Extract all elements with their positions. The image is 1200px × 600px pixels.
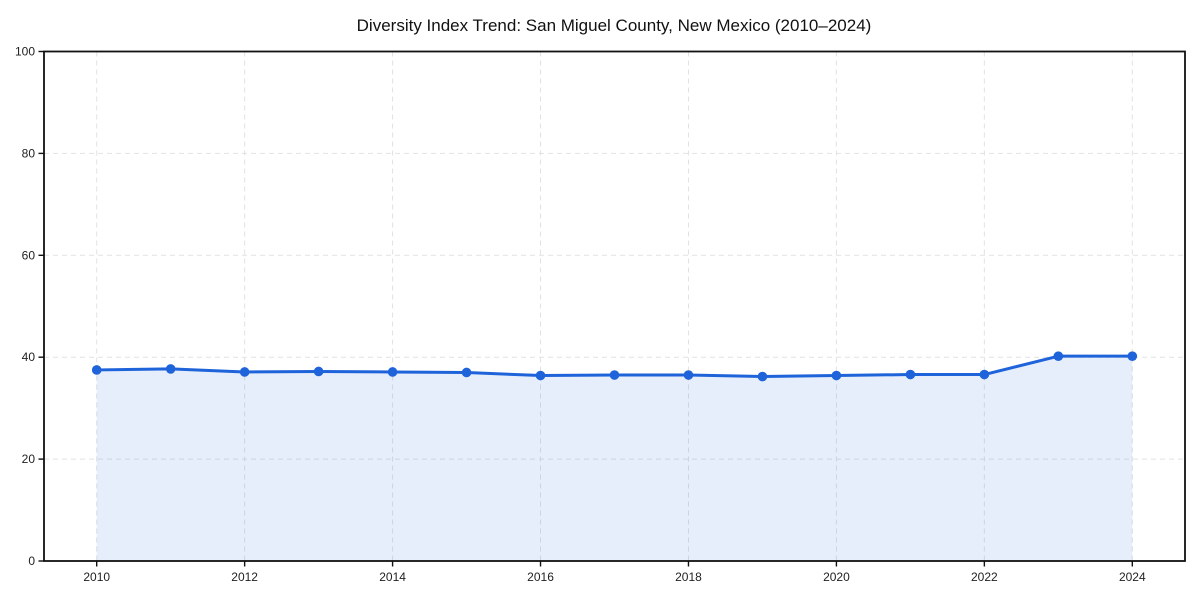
data-point-2011: [165, 364, 176, 374]
data-point-2018: [683, 370, 694, 380]
grid-layer: [44, 51, 1185, 561]
y-tick-label-0: 0: [28, 554, 35, 568]
x-tick-label-2022: 2022: [971, 570, 998, 584]
data-point-2013: [313, 366, 324, 377]
y-tick-label-80: 80: [22, 146, 36, 160]
data-point-2014: [387, 367, 398, 377]
data-point-2019: [757, 371, 768, 382]
y-tick-label-100: 100: [15, 45, 35, 59]
x-tick-label-2020: 2020: [823, 570, 850, 584]
data-point-2016: [535, 370, 546, 381]
axis-layer: 0 20 40 60 80 100 2010 2012 2014 2016 2018 2020 2022…: [15, 45, 1186, 584]
x-tick-label-2016: 2016: [527, 570, 554, 584]
data-point-2010: [91, 365, 102, 375]
data-point-2017: [609, 370, 620, 380]
data-point-2015: [461, 367, 472, 378]
y-tick-label-60: 60: [22, 248, 36, 262]
series-layer: [91, 351, 1138, 561]
data-point-2024: [1127, 351, 1138, 361]
data-point-2022: [979, 369, 990, 380]
plot-border: [43, 50, 1186, 562]
x-tick-label-2024: 2024: [1119, 570, 1146, 584]
x-tick-label-2018: 2018: [675, 570, 702, 584]
area-fill: [96, 356, 1133, 561]
y-tick-label-20: 20: [22, 452, 36, 466]
y-tick-label-40: 40: [22, 350, 36, 364]
data-point-2020: [831, 370, 842, 381]
data-point-2012: [239, 367, 250, 377]
data-point-2021: [905, 369, 916, 380]
chart-title: Diversity Index Trend: San Miguel County…: [357, 16, 872, 35]
data-point-2023: [1053, 351, 1064, 361]
x-tick-label-2014: 2014: [379, 570, 406, 584]
x-tick-label-2010: 2010: [83, 570, 110, 584]
x-tick-label-2012: 2012: [231, 570, 258, 584]
